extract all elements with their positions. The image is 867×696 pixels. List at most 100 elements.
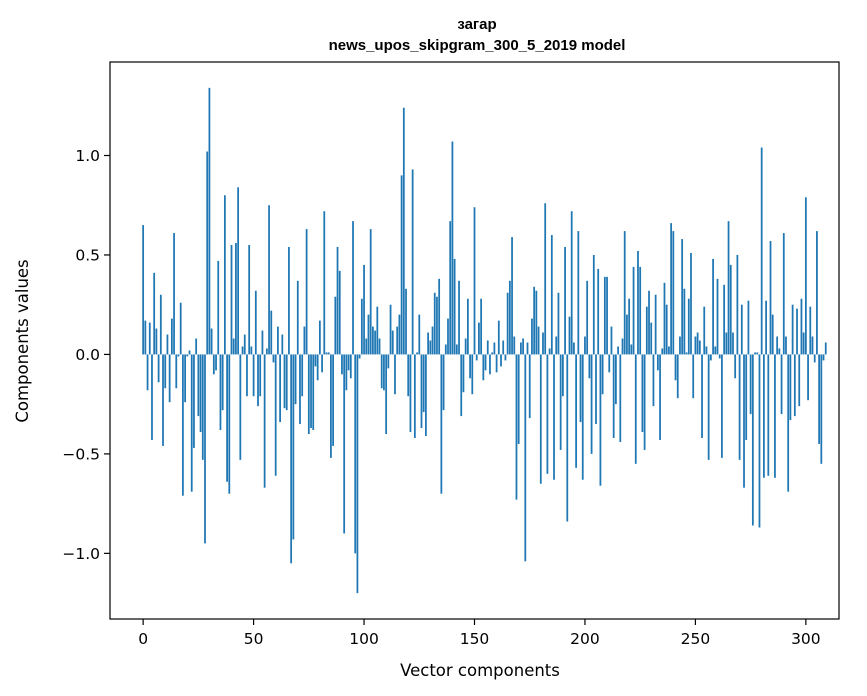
bar-component-92: [345, 354, 348, 391]
bar-component-71: [299, 354, 301, 425]
bar-component-252: [698, 340, 701, 355]
bar-component-84: [327, 352, 330, 355]
bar-component-285: [771, 314, 774, 355]
bar-component-2: [146, 354, 149, 391]
bar-component-105: [374, 330, 376, 355]
bar-component-10: [164, 354, 167, 389]
bar-component-215: [617, 346, 619, 355]
bar-component-231: [652, 354, 655, 407]
bar-component-169: [515, 354, 518, 500]
bar-component-83: [325, 352, 328, 355]
bar-component-137: [444, 344, 447, 355]
bar-component-0: [142, 225, 145, 355]
bar-component-263: [723, 284, 726, 355]
bar-component-50: [252, 354, 255, 397]
bar-component-35: [219, 354, 222, 431]
chart-subtitle: news_upos_skipgram_300_5_2019 model: [329, 37, 626, 54]
bar-component-213: [612, 354, 615, 438]
bar-component-188: [557, 292, 560, 355]
bar-component-233: [656, 354, 659, 371]
bar-component-117: [400, 175, 403, 355]
bar-component-126: [420, 354, 423, 429]
bar-component-194: [570, 211, 573, 355]
bar-component-287: [776, 336, 779, 355]
bar-component-102: [367, 314, 370, 355]
bar-component-306: [818, 354, 820, 444]
bar-component-229: [648, 290, 650, 355]
bar-component-259: [714, 346, 717, 355]
bar-component-165: [506, 292, 509, 355]
bar-component-67: [290, 354, 293, 564]
bar-component-174: [526, 342, 529, 355]
bar-component-1: [144, 320, 147, 355]
bar-component-118: [402, 107, 405, 355]
bar-component-256: [707, 354, 710, 460]
bar-component-87: [334, 296, 337, 355]
bar-component-7: [157, 354, 160, 383]
bar-component-5: [153, 272, 156, 355]
bar-component-86: [332, 354, 334, 446]
bar-component-85: [330, 354, 332, 458]
bar-component-283: [767, 354, 770, 476]
bar-component-183: [546, 354, 549, 474]
bar-component-30: [208, 87, 211, 355]
bar-component-192: [566, 354, 569, 522]
bar-component-184: [548, 348, 551, 355]
bar-component-49: [250, 346, 253, 355]
bar-component-225: [639, 266, 642, 355]
bar-component-301: [807, 354, 809, 401]
bar-component-178: [535, 290, 538, 355]
bar-component-44: [239, 354, 242, 460]
bar-component-158: [491, 352, 494, 355]
bar-component-298: [800, 298, 803, 355]
bar-component-89: [338, 270, 341, 355]
bar-component-150: [473, 207, 476, 355]
bar-component-258: [712, 258, 714, 355]
bar-component-42: [235, 243, 237, 355]
bar-component-279: [758, 354, 761, 528]
bar-component-179: [537, 326, 540, 355]
bar-component-43: [237, 187, 240, 355]
bar-component-176: [531, 318, 533, 355]
bar-component-82: [323, 211, 326, 355]
y-tick-label: −0.5: [62, 445, 100, 463]
bar-component-288: [778, 348, 781, 355]
bar-component-109: [383, 354, 385, 391]
bar-component-135: [440, 354, 443, 494]
bar-component-204: [592, 254, 595, 355]
bar-component-198: [579, 354, 582, 423]
bar-component-305: [816, 231, 818, 355]
bar-component-77: [312, 354, 315, 431]
bar-component-78: [314, 354, 317, 367]
bar-component-307: [820, 354, 823, 464]
bar-component-261: [718, 354, 721, 359]
bar-component-11: [166, 334, 169, 355]
bar-component-120: [407, 354, 410, 397]
bar-component-141: [453, 258, 456, 355]
bar-component-296: [796, 308, 798, 355]
bar-component-13: [170, 318, 173, 355]
bar-component-27: [201, 354, 204, 460]
bar-component-216: [619, 354, 622, 442]
bar-component-17: [179, 302, 182, 355]
bar-component-240: [672, 231, 675, 355]
bar-component-274: [747, 300, 750, 355]
bar-component-182: [544, 203, 547, 355]
bar-component-66: [288, 247, 290, 355]
bar-component-155: [484, 354, 487, 371]
bar-component-276: [751, 354, 754, 526]
bar-component-76: [310, 354, 312, 429]
bar-component-9: [162, 354, 164, 446]
bar-component-148: [469, 354, 471, 379]
bar-component-280: [760, 147, 763, 355]
bar-component-8: [159, 294, 162, 355]
bar-component-134: [438, 278, 441, 355]
bar-component-64: [283, 354, 286, 409]
bar-component-59: [272, 354, 275, 363]
bar-component-267: [732, 332, 734, 355]
bar-component-282: [765, 300, 767, 355]
bar-component-214: [615, 354, 617, 405]
bar-component-253: [701, 354, 703, 438]
bar-component-187: [555, 336, 558, 355]
bar-component-175: [528, 354, 531, 419]
